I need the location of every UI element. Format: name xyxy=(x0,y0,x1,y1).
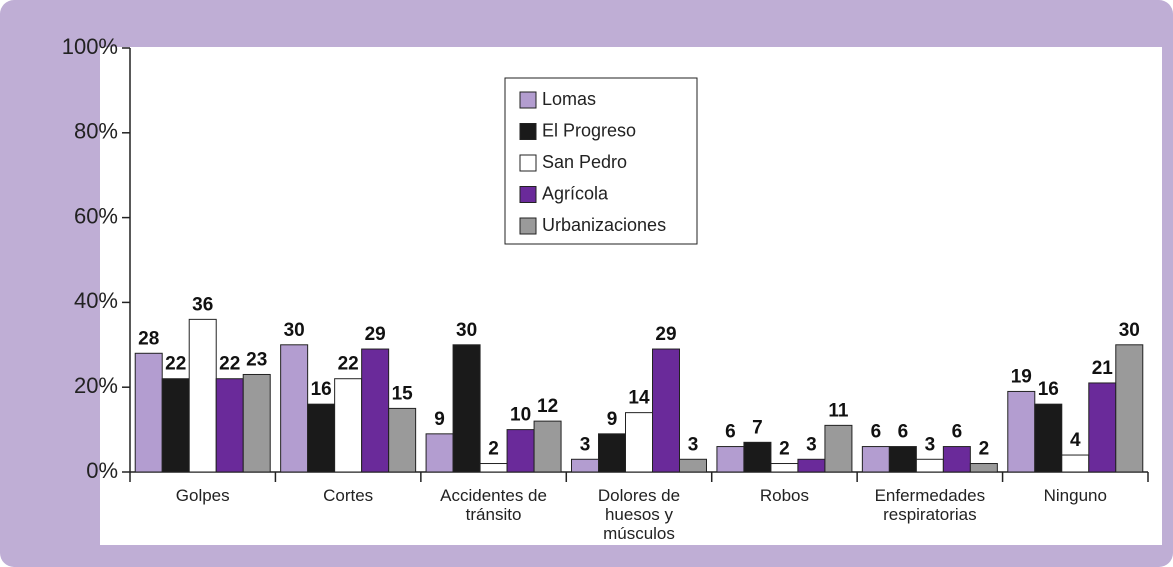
data-label: 14 xyxy=(628,388,650,409)
data-label: 22 xyxy=(338,354,359,375)
bar xyxy=(134,352,163,473)
legend-swatch xyxy=(519,91,537,109)
y-tick-label: 20% xyxy=(74,373,118,398)
data-label: 30 xyxy=(1119,320,1140,341)
legend-label: San Pedro xyxy=(542,152,627,172)
data-label: 22 xyxy=(165,354,186,375)
data-label: 23 xyxy=(246,349,267,370)
x-tick-label: Cortes xyxy=(323,486,374,505)
y-tick-label: 60% xyxy=(74,203,118,228)
data-label: 3 xyxy=(925,434,936,455)
legend-label: Lomas xyxy=(542,89,596,109)
x-tick-label: Dolores de huesos y músculos xyxy=(597,486,681,543)
bar xyxy=(1061,454,1090,473)
legend-label: Urbanizaciones xyxy=(542,215,666,235)
data-label: 19 xyxy=(1011,366,1032,387)
data-label: 3 xyxy=(806,434,817,455)
data-label: 6 xyxy=(871,422,882,443)
data-label: 16 xyxy=(311,379,332,400)
data-label: 29 xyxy=(655,324,676,345)
bar xyxy=(743,441,772,473)
data-label: 30 xyxy=(456,320,477,341)
x-tick-label: Robos xyxy=(759,486,809,505)
data-label: 2 xyxy=(779,439,790,460)
y-tick-label: 0% xyxy=(86,458,118,483)
legend-box xyxy=(504,77,698,245)
data-label: 4 xyxy=(1070,430,1081,451)
bar xyxy=(915,458,944,473)
data-label: 7 xyxy=(752,417,763,438)
bar xyxy=(533,420,562,473)
data-label: 3 xyxy=(688,434,699,455)
legend-label: Agrícola xyxy=(542,183,609,203)
bar xyxy=(242,373,271,473)
data-label: 21 xyxy=(1092,358,1114,379)
bar xyxy=(942,446,971,473)
bar xyxy=(716,446,745,473)
bar xyxy=(506,429,535,473)
y-tick-label: 100% xyxy=(62,34,118,59)
bar xyxy=(280,344,309,473)
bar xyxy=(861,446,890,473)
bar xyxy=(571,458,599,473)
data-label: 9 xyxy=(434,409,445,430)
data-label: 16 xyxy=(1038,379,1059,400)
bar xyxy=(452,344,481,473)
legend-swatch xyxy=(519,217,537,235)
x-tick-label: Accidentes de tránsito xyxy=(440,486,547,524)
bar xyxy=(770,463,799,473)
bar xyxy=(425,433,454,473)
bar xyxy=(361,348,390,473)
data-label: 9 xyxy=(607,409,618,430)
legend-swatch xyxy=(519,154,537,172)
bar xyxy=(188,318,217,473)
bar xyxy=(625,412,653,473)
data-label: 29 xyxy=(365,324,386,345)
bar xyxy=(307,403,336,473)
data-label: 36 xyxy=(192,294,213,315)
data-label: 15 xyxy=(392,383,414,404)
bar xyxy=(215,378,244,473)
x-tick-label: Golpes xyxy=(175,486,230,505)
data-label: 2 xyxy=(488,439,499,460)
bar xyxy=(1034,403,1063,473)
data-label: 30 xyxy=(284,320,305,341)
data-label: 2 xyxy=(979,439,990,460)
data-label: 10 xyxy=(510,405,531,426)
data-label: 6 xyxy=(898,422,909,443)
y-tick-label: 80% xyxy=(74,119,118,144)
data-label: 6 xyxy=(725,422,736,443)
x-tick-label: Enfermedades respiratorias xyxy=(874,486,986,524)
legend-swatch xyxy=(519,186,537,203)
x-tick-label: Ninguno xyxy=(1043,486,1107,505)
bar xyxy=(679,458,707,473)
data-label: 12 xyxy=(537,396,558,417)
bar xyxy=(161,378,190,473)
bar xyxy=(797,458,826,473)
bar xyxy=(1115,344,1144,473)
bar xyxy=(479,463,508,473)
legend-label: El Progreso xyxy=(542,120,636,140)
data-label: 11 xyxy=(828,400,849,421)
data-label: 22 xyxy=(219,354,240,375)
legend-swatch xyxy=(519,123,537,140)
bar xyxy=(388,407,417,473)
data-label: 3 xyxy=(580,434,591,455)
bar xyxy=(598,433,626,473)
bar xyxy=(652,348,680,473)
bar xyxy=(969,463,998,473)
y-tick-label: 40% xyxy=(74,288,118,313)
data-label: 28 xyxy=(138,328,159,349)
bar xyxy=(888,446,917,473)
bar xyxy=(1007,390,1036,473)
bar xyxy=(334,378,363,473)
data-label: 6 xyxy=(952,422,963,443)
bar xyxy=(1088,382,1117,473)
bar xyxy=(824,424,853,473)
